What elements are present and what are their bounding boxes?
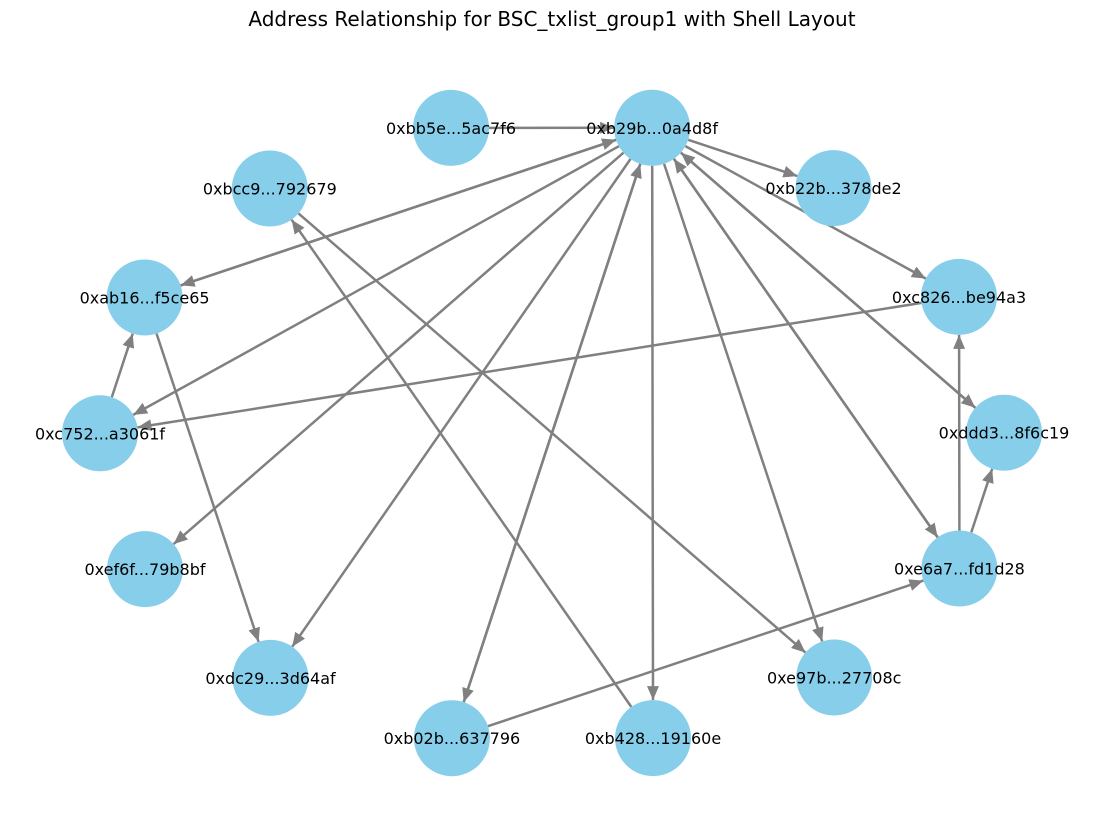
node-circle [966, 394, 1042, 471]
edge-n11-to-n0 [680, 151, 977, 409]
edge-n3-to-n6 [155, 333, 260, 643]
node-label: 0xbcc9...792679 [203, 180, 337, 199]
graph-node: 0xb22b...378de2 [765, 150, 902, 227]
graph-node: 0xddd3...8f6c19 [939, 394, 1070, 471]
node-label: 0xc826...be94a3 [892, 288, 1026, 307]
node-circle [795, 150, 872, 227]
graph-node: 0xb428...19160e [585, 700, 721, 777]
node-label: 0xe97b...27708c [767, 669, 901, 688]
node-circle [413, 89, 489, 166]
edge-n2-to-n9 [297, 212, 807, 654]
edge-n0-to-n13 [687, 138, 798, 178]
edge-n0-to-n8 [646, 165, 659, 701]
edge-n8-to-n2 [290, 218, 633, 708]
nodes-layer: 0xb29b...0a4d8f 0xbb5e...5ac7f6 0xbcc9...7… [35, 89, 1070, 777]
node-label: 0xb22b...378de2 [765, 179, 901, 198]
edge-n3-to-n0 [180, 138, 617, 287]
node-label: 0xc752...a3061f [35, 424, 165, 443]
node-circle [921, 530, 998, 607]
node-circle [796, 639, 873, 716]
graph-node: 0xc752...a3061f [35, 395, 165, 472]
edge-n10-to-n0 [672, 158, 939, 539]
node-label: 0xb428...19160e [585, 729, 721, 748]
edge-n4-to-n3 [110, 333, 135, 398]
edge-n0-to-n5 [172, 151, 625, 546]
node-label: 0xb02b...637796 [384, 729, 521, 748]
node-circle [615, 700, 691, 777]
graph-node: 0xab16...f5ce65 [80, 259, 210, 336]
node-circle [107, 531, 183, 608]
node-circle [106, 259, 183, 336]
graph-node: 0xbcc9...792679 [203, 150, 337, 227]
node-circle [921, 258, 997, 335]
node-circle [413, 700, 490, 777]
edge-n0-to-n6 [291, 158, 632, 648]
edge-n12-to-n4 [137, 301, 922, 432]
node-label: 0xbb5e...5ac7f6 [386, 119, 516, 138]
graph-node: 0xe6a7...fd1d28 [894, 530, 1025, 607]
node-circle [231, 150, 308, 227]
graph-node: 0xbb5e...5ac7f6 [386, 89, 516, 166]
node-label: 0xef6f...79b8bf [84, 560, 205, 579]
edge-n0-to-n9 [662, 163, 824, 642]
graph-node: 0xef6f...79b8bf [84, 531, 206, 608]
node-label: 0xab16...f5ce65 [80, 289, 210, 308]
edge-n10-to-n11 [970, 468, 994, 533]
graph-node: 0xb02b...637796 [384, 700, 521, 777]
graph-node: 0xb29b...0a4d8f [586, 89, 718, 166]
node-circle [232, 639, 309, 716]
node-label: 0xdc29...3d64af [205, 669, 336, 688]
node-label: 0xddd3...8f6c19 [939, 424, 1070, 443]
graph-node: 0xc826...be94a3 [892, 258, 1026, 335]
edge-n7-to-n10 [487, 579, 924, 728]
node-label: 0xb29b...0a4d8f [586, 119, 718, 138]
node-circle [62, 395, 138, 472]
node-label: 0xe6a7...fd1d28 [894, 560, 1025, 579]
graph-node: 0xe97b...27708c [767, 639, 901, 716]
node-circle [614, 89, 691, 166]
edges-layer [110, 121, 994, 728]
chart-title: Address Relationship for BSC_txlist_grou… [248, 7, 855, 31]
graph-node: 0xdc29...3d64af [205, 639, 336, 716]
